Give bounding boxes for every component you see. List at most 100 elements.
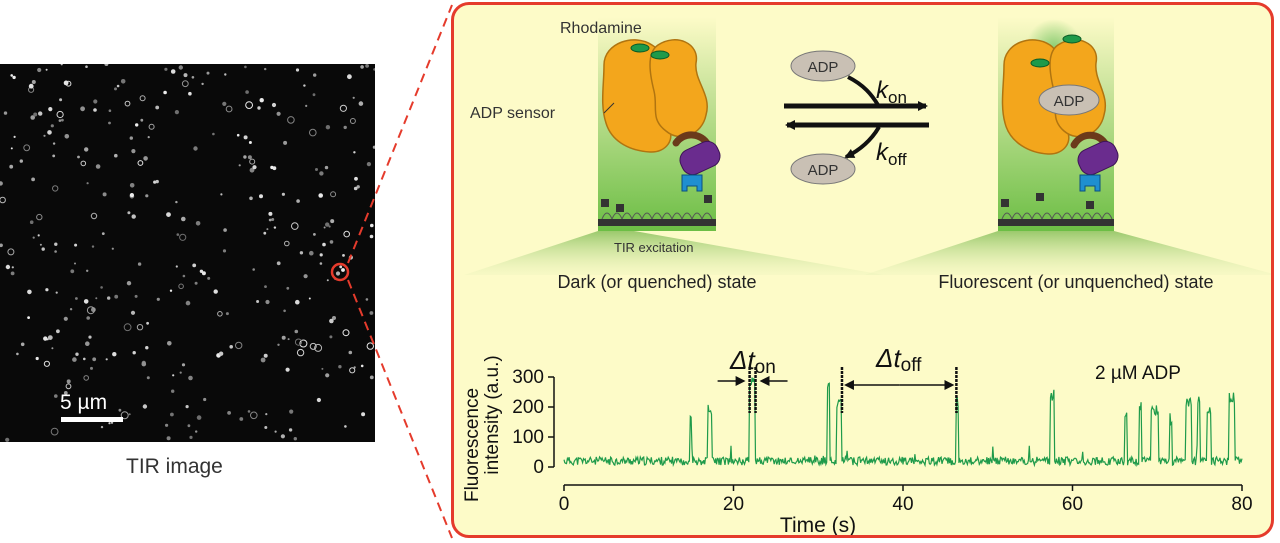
tir-spot (130, 310, 136, 315)
tir-spot (114, 153, 118, 158)
tir-spot (10, 271, 15, 276)
tir-spot (69, 308, 73, 311)
tir-spot (277, 343, 280, 346)
tir-spot (63, 391, 68, 395)
tir-spot (9, 164, 14, 169)
surface-marker-3 (704, 195, 712, 203)
tir-spot (77, 155, 80, 159)
tir-spot (195, 221, 201, 226)
concentration-annotation: 2 µM ADP (1095, 363, 1181, 384)
tir-spot (175, 265, 178, 268)
tir-spot (309, 128, 317, 137)
tir-spot (365, 298, 369, 301)
tir-spot (330, 219, 335, 224)
tir-spot (239, 417, 244, 421)
streptavidin (679, 140, 721, 176)
tir-spot (83, 357, 86, 361)
tir-spot (16, 352, 19, 356)
tir-spot (235, 341, 243, 350)
tir-spot (365, 64, 369, 68)
tir-spot (63, 316, 68, 321)
tir-spot (196, 415, 202, 420)
tir-spot (12, 75, 16, 80)
rhodamine-dye-2 (650, 50, 670, 60)
tir-spot (136, 324, 144, 331)
tir-spot (112, 352, 117, 357)
tir-spot (193, 146, 198, 151)
tir-spot (265, 413, 268, 416)
tir-spot (264, 67, 267, 71)
tir-spot (83, 299, 89, 304)
tir-spot (37, 67, 42, 73)
tir-spot (65, 383, 72, 390)
tir-spot (146, 321, 150, 325)
tir-spot (165, 423, 169, 427)
tir-spot (352, 96, 355, 99)
y-tick-label: 200 (512, 397, 544, 418)
tir-spot (83, 375, 89, 381)
tir-spot (52, 185, 59, 192)
tir-spot (131, 214, 136, 219)
adp-molecule-bound (1038, 84, 1100, 116)
tir-spot (207, 276, 211, 280)
x-tick-label: 40 (892, 494, 913, 515)
tir-spot (101, 232, 105, 236)
tir-spot (319, 262, 323, 265)
tir-spot (85, 65, 88, 68)
tir-spot (104, 64, 109, 66)
tir-spot (171, 389, 175, 393)
tir-spot (195, 430, 198, 433)
tir-spot (110, 421, 114, 424)
tir-spot (347, 74, 352, 80)
tir-spot (84, 147, 89, 152)
tir-spot (249, 158, 256, 165)
tir-spot (194, 281, 198, 285)
tir-spot (309, 250, 314, 256)
y-axis-label-line1: Fluorescence (462, 388, 483, 502)
tir-spot (37, 234, 40, 237)
tir-spot (325, 222, 330, 227)
sensor-right-lobe (649, 39, 708, 138)
tir-spot (182, 274, 186, 278)
tir-spot (294, 329, 299, 334)
tir-spot (0, 243, 3, 248)
tir-spot (369, 234, 374, 239)
tir-spot (55, 291, 58, 294)
tir-spot (319, 171, 324, 176)
tir-spot (303, 84, 306, 87)
tir-spot (189, 435, 193, 439)
rhodamine-dye-1-bound (1062, 34, 1082, 44)
tir-spot (206, 71, 210, 75)
tir-spot (229, 345, 233, 349)
tir-spot (120, 411, 129, 420)
tir-spot (31, 80, 36, 84)
tir-spot (47, 335, 53, 340)
tir-excitation-cone (464, 231, 884, 275)
tir-spot (108, 422, 111, 425)
tir-spot (259, 98, 264, 103)
tir-spot (139, 95, 146, 102)
adp-label-release: ADP (808, 162, 839, 179)
tir-spot (203, 397, 207, 402)
x-tick-label: 0 (559, 494, 570, 515)
tir-spot (268, 218, 272, 222)
surface-marker-1 (601, 199, 609, 207)
dt-on-label: Δton (729, 345, 776, 378)
surface-marker-2 (616, 204, 624, 212)
tir-spot (247, 155, 252, 160)
tir-spot (105, 358, 108, 361)
tir-spot (329, 318, 334, 324)
tir-spot (252, 268, 255, 271)
zoom-line-bottom (347, 279, 453, 539)
tir-spot (19, 159, 23, 163)
tir-spot (335, 271, 341, 276)
tir-spot (5, 437, 10, 442)
tir-spot (325, 373, 330, 378)
tir-spot (248, 141, 252, 144)
tir-spot (137, 262, 142, 266)
tir-spot (223, 228, 227, 232)
tir-spot (166, 436, 171, 441)
tir-spot (268, 211, 273, 216)
tir-spot (314, 343, 323, 352)
tir-spot (140, 118, 144, 122)
